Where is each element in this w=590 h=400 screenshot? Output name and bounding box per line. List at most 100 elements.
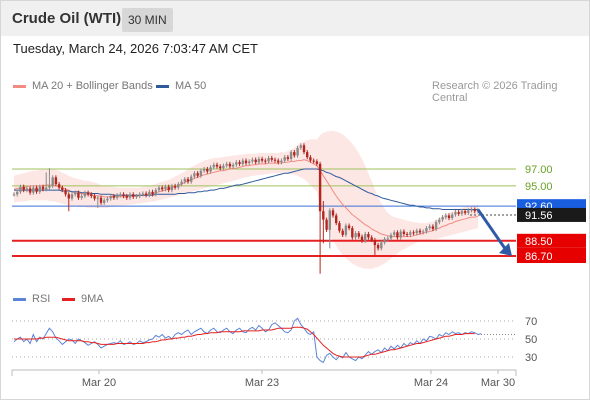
timestamp: Tuesday, March 24, 2026 7:03:47 AM CET (13, 41, 258, 56)
arrow-down-right-icon (499, 243, 512, 256)
candle-body (215, 164, 219, 167)
candle-body (370, 237, 373, 240)
candle-body (393, 232, 396, 235)
candle-body (451, 214, 454, 218)
candle-body (454, 212, 457, 215)
candle-body (351, 228, 354, 238)
legend-label-rsi: RSI (32, 293, 51, 305)
candle-body (338, 223, 341, 231)
candle-body (167, 186, 170, 191)
candle-body (260, 158, 264, 161)
candle-body (267, 158, 270, 162)
candle-body (96, 197, 99, 199)
candle-body (444, 215, 447, 218)
time-tick-label-0: Mar 20 (82, 377, 116, 389)
candle-body (270, 158, 273, 160)
legend-item-9ma: 9MA (62, 293, 104, 305)
candle-body (157, 187, 161, 191)
candle-body (106, 198, 109, 201)
candle-body (325, 219, 328, 230)
candle-body (273, 159, 277, 161)
candle-body (93, 196, 96, 199)
ma50-swatch (156, 84, 169, 88)
candle-body (54, 177, 58, 185)
candle-body (467, 210, 470, 213)
support-label-bg-5 (517, 249, 586, 263)
legend-label-ma50: MA 50 (175, 80, 207, 92)
candle-body (64, 190, 67, 195)
candle-body (122, 194, 125, 196)
candle-body (206, 169, 209, 172)
candle-body (41, 186, 45, 190)
candle-body (83, 192, 87, 197)
candle-body (434, 222, 438, 229)
candle-body (299, 145, 302, 148)
candle-body (438, 219, 441, 223)
candle-body (360, 236, 364, 241)
candle-body (331, 210, 335, 216)
candle-body (264, 160, 267, 162)
candle-body (183, 179, 186, 182)
candle-body (441, 217, 444, 220)
candle-body (16, 191, 19, 195)
copyright-text: Research © 2026 Trading Central (432, 80, 558, 104)
candle-body (344, 225, 348, 235)
candle-body (373, 240, 377, 246)
candle-body (280, 160, 283, 163)
candle-body (357, 233, 360, 237)
support-label-bg-4 (517, 233, 586, 248)
header-bar: Crude Oil (WTI) 30 MIN (1, 1, 589, 36)
legend-item-ma50: MA 50 (156, 80, 206, 92)
candle-body (460, 211, 464, 214)
candle-body (35, 187, 38, 192)
candle-body (125, 196, 128, 198)
candle-body (293, 152, 296, 156)
candle-body (302, 145, 306, 153)
candle-body (238, 162, 241, 164)
candle-body (177, 184, 180, 188)
candle-body (241, 160, 244, 164)
candle-body (22, 186, 25, 191)
candle-body (51, 177, 54, 186)
candle-body (306, 152, 309, 158)
candle-body (132, 194, 135, 197)
candle-body (457, 212, 460, 214)
candle-body (228, 163, 232, 167)
candle-body (67, 194, 70, 199)
candle-body (196, 173, 199, 176)
legend-label-bollinger: MA 20 + Bollinger Bands (32, 80, 153, 92)
candle-body (180, 181, 183, 185)
candle-body (48, 185, 51, 188)
candle-body (70, 194, 74, 199)
candle-body (77, 192, 80, 198)
resistance-label-1: 95.00 (525, 181, 553, 193)
legend-label-9ma: 9MA (81, 293, 104, 305)
time-tick-label-2: Mar 24 (414, 377, 448, 389)
candle-body (380, 242, 383, 249)
candle-body (231, 164, 235, 167)
candle-body (318, 163, 322, 212)
candle-body (212, 164, 215, 168)
rsi-panel-group: 70 50 30 (12, 316, 537, 364)
candle-body (199, 170, 203, 176)
support-label-4: 88.50 (525, 236, 553, 248)
candle-body (161, 187, 164, 190)
rsi-line (13, 317, 482, 364)
candle-body (109, 196, 112, 199)
candle-body (90, 194, 93, 196)
candle-body (251, 159, 254, 162)
candle-body (347, 225, 351, 229)
candle-body (61, 187, 64, 191)
candle-body (74, 192, 77, 195)
projection-arrow-line (476, 208, 508, 251)
candle-body (309, 157, 312, 161)
candle-body (335, 215, 338, 224)
last-price-label-bg (517, 207, 586, 222)
candle-body (418, 230, 422, 233)
legend-item-rsi: RSI (13, 293, 50, 305)
timeframe-button[interactable]: 30 MIN (122, 8, 173, 32)
candle-body (148, 191, 151, 196)
candle-body (399, 231, 402, 238)
candle-body (315, 161, 319, 164)
